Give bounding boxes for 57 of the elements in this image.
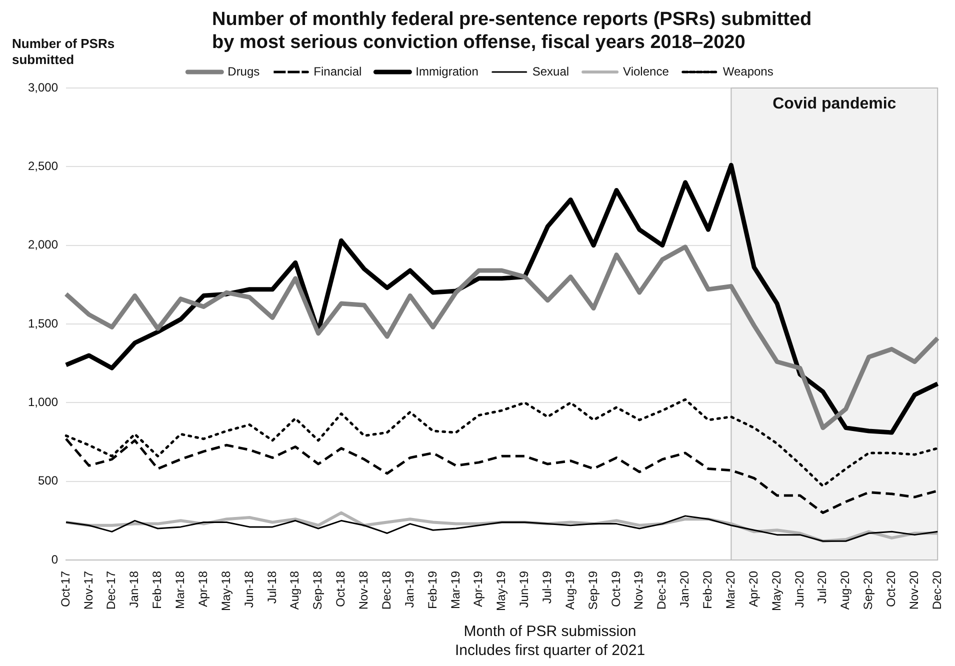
x-tick-label: Jul-19 [540,570,554,604]
x-tick-label: Jan-19 [402,570,416,608]
x-tick-label: Jul-18 [264,570,279,604]
y-tick-label: 2,000 [28,238,58,252]
x-tick-label: May-20 [769,570,784,611]
x-tick-label: Feb-18 [150,570,164,610]
x-tick-label: Apr-18 [196,570,210,608]
x-tick-label: Feb-20 [700,570,715,610]
x-tick-label: Dec-20 [930,570,944,610]
x-tick-label: Nov-20 [906,570,921,610]
x-tick-label: Jan-20 [678,570,692,608]
y-tick-label: 500 [38,474,58,488]
x-tick-label: Sep-20 [861,570,876,610]
x-tick-label: Sep-19 [586,570,600,610]
x-tick-label: Nov-19 [632,570,646,610]
y-tick-label: 3,000 [28,80,58,94]
x-tick-label: Jun-19 [517,570,532,608]
legend-label: Violence [623,64,670,78]
x-tick-label: Aug-18 [288,570,302,610]
legend-label: Financial [314,64,362,78]
x-tick-label: Dec-19 [654,570,669,610]
x-tick-label: Dec-18 [379,570,394,610]
text: Includes first quarter of 2021 [454,641,646,660]
x-tick-label: Oct-17 [58,570,72,607]
x-tick-label: Nov-17 [81,570,96,610]
x-tick-label: Apr-19 [471,570,486,608]
legend-label: Immigration [416,64,478,78]
x-tick-label: May-18 [218,570,233,611]
x-tick-label: Jun-20 [792,570,806,608]
x-tick-label: Jul-20 [815,570,830,604]
x-tick-label: Jun-18 [242,570,256,608]
x-tick-label: Oct-18 [334,570,348,607]
y-tick-label: 0 [51,552,58,566]
x-tick-label: Sep-18 [310,570,325,610]
y-axis-title: Number of PSRs submitted [12,36,116,68]
band-label: Covid pandemic [772,95,896,112]
x-tick-label: Nov-18 [356,570,371,610]
x-tick-label: Aug-19 [562,570,577,610]
y-tick-label: 2,500 [28,158,58,173]
y-tick-label: 1,500 [28,316,58,330]
legend-label: Drugs [228,64,260,78]
x-tick-label: Apr-20 [746,570,760,608]
x-tick-label: Oct-20 [884,570,898,607]
x-tick-label: Mar-19 [448,570,462,609]
x-tick-label: Oct-19 [608,570,623,607]
x-axis-title: Month of PSR submission [462,622,638,641]
x-tick-label: Feb-19 [425,570,440,610]
legend-label: Sexual [532,64,570,78]
x-tick-label: Jan-18 [127,570,142,608]
x-tick-label: Mar-18 [173,570,188,609]
x-tick-label: May-19 [494,570,508,611]
legend-label: Weapons [722,64,774,78]
chart-title: Number of monthly federal pre-sentence reports (PSRs) submitted by most serious conviction offense, fiscal years 2018–2020 [212,8,813,54]
x-tick-label: Mar-20 [723,570,738,609]
x-tick-label: Dec-17 [104,570,118,610]
x-tick-label: Aug-20 [838,570,852,610]
y-tick-label: 1,000 [28,394,58,409]
